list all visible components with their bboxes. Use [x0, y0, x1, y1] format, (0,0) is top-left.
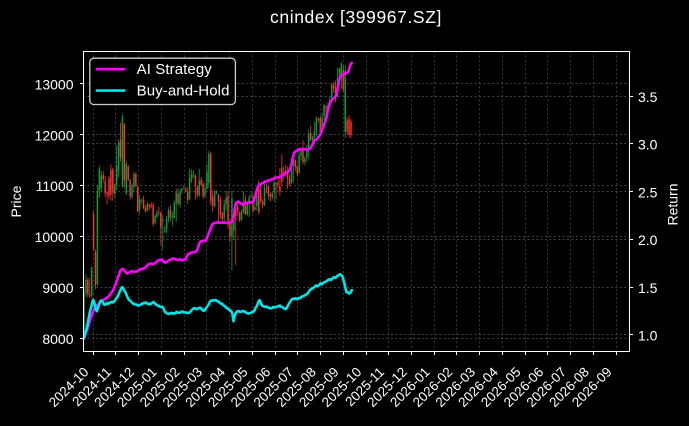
svg-text:8000: 8000 [42, 331, 73, 347]
svg-text:12000: 12000 [35, 127, 74, 143]
svg-text:2.5: 2.5 [638, 184, 658, 200]
svg-text:AI Strategy: AI Strategy [137, 61, 213, 78]
svg-text:cnindex [399967.SZ]: cnindex [399967.SZ] [270, 7, 442, 27]
svg-text:3.5: 3.5 [638, 89, 658, 105]
svg-text:Price: Price [8, 185, 24, 217]
svg-text:9000: 9000 [42, 280, 73, 296]
svg-text:10000: 10000 [35, 229, 74, 245]
svg-text:3.0: 3.0 [638, 137, 658, 153]
svg-text:1.0: 1.0 [638, 328, 658, 344]
svg-text:Buy-and-Hold: Buy-and-Hold [137, 83, 230, 100]
svg-text:Return: Return [665, 183, 681, 225]
svg-text:11000: 11000 [36, 178, 74, 194]
svg-text:13000: 13000 [35, 76, 74, 92]
svg-text:2.0: 2.0 [638, 232, 658, 248]
svg-text:1.5: 1.5 [638, 280, 658, 296]
